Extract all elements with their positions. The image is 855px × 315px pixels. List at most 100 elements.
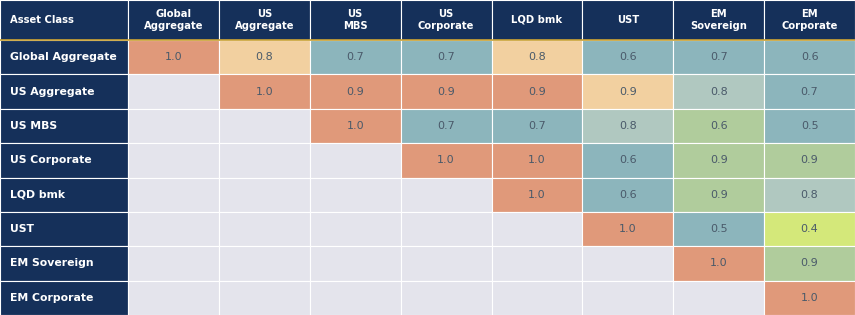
Bar	[219, 40, 310, 74]
Text: US
Corporate: US Corporate	[418, 9, 475, 31]
Bar	[582, 0, 673, 40]
Bar	[128, 40, 219, 74]
Bar	[0, 143, 128, 177]
Bar	[128, 0, 219, 40]
Bar	[492, 74, 582, 109]
Bar	[219, 281, 310, 315]
Bar	[492, 281, 582, 315]
Bar	[310, 109, 401, 143]
Text: 0.8: 0.8	[256, 52, 274, 62]
Text: 0.5: 0.5	[710, 224, 728, 234]
Bar	[764, 177, 855, 212]
Text: EM Corporate: EM Corporate	[10, 293, 93, 303]
Bar	[764, 40, 855, 74]
Text: 0.7: 0.7	[437, 52, 455, 62]
Text: US
MBS: US MBS	[343, 9, 368, 31]
Bar	[310, 143, 401, 177]
Bar	[673, 246, 764, 281]
Bar	[401, 281, 492, 315]
Bar	[219, 143, 310, 177]
Bar	[0, 177, 128, 212]
Bar	[310, 281, 401, 315]
Bar	[219, 246, 310, 281]
Text: LQD bmk: LQD bmk	[10, 190, 65, 200]
Bar	[492, 40, 582, 74]
Text: 0.8: 0.8	[710, 87, 728, 97]
Text: 0.9: 0.9	[528, 87, 545, 97]
Text: 0.9: 0.9	[437, 87, 455, 97]
Bar	[764, 281, 855, 315]
Bar	[219, 212, 310, 246]
Bar	[310, 0, 401, 40]
Bar	[673, 109, 764, 143]
Bar	[582, 143, 673, 177]
Text: 0.8: 0.8	[800, 190, 818, 200]
Bar	[0, 281, 128, 315]
Bar	[401, 177, 492, 212]
Text: LQD bmk: LQD bmk	[511, 15, 563, 25]
Text: 0.9: 0.9	[800, 258, 818, 268]
Bar	[582, 246, 673, 281]
Bar	[401, 40, 492, 74]
Text: Global
Aggregate: Global Aggregate	[144, 9, 203, 31]
Bar	[219, 177, 310, 212]
Bar	[764, 109, 855, 143]
Text: EM Sovereign: EM Sovereign	[10, 258, 94, 268]
Bar	[582, 74, 673, 109]
Bar	[0, 0, 128, 40]
Bar	[128, 212, 219, 246]
Text: 0.6: 0.6	[619, 155, 637, 165]
Bar	[582, 40, 673, 74]
Text: 1.0: 1.0	[528, 155, 545, 165]
Text: Global Aggregate: Global Aggregate	[10, 52, 117, 62]
Text: 1.0: 1.0	[619, 224, 637, 234]
Bar	[219, 74, 310, 109]
Text: EM
Corporate: EM Corporate	[781, 9, 838, 31]
Text: 0.6: 0.6	[619, 190, 637, 200]
Text: US Aggregate: US Aggregate	[10, 87, 95, 97]
Bar	[310, 246, 401, 281]
Text: 0.7: 0.7	[528, 121, 545, 131]
Text: 1.0: 1.0	[710, 258, 728, 268]
Bar	[492, 212, 582, 246]
Text: 0.7: 0.7	[710, 52, 728, 62]
Bar	[673, 177, 764, 212]
Bar	[492, 177, 582, 212]
Text: UST: UST	[10, 224, 34, 234]
Bar	[128, 281, 219, 315]
Bar	[764, 143, 855, 177]
Bar	[582, 212, 673, 246]
Bar	[492, 0, 582, 40]
Bar	[0, 246, 128, 281]
Text: 0.6: 0.6	[710, 121, 728, 131]
Text: 0.9: 0.9	[346, 87, 364, 97]
Bar	[673, 212, 764, 246]
Text: 0.6: 0.6	[801, 52, 818, 62]
Text: 0.8: 0.8	[528, 52, 545, 62]
Bar	[673, 0, 764, 40]
Bar	[310, 40, 401, 74]
Bar	[764, 0, 855, 40]
Bar	[401, 246, 492, 281]
Bar	[401, 143, 492, 177]
Bar	[582, 177, 673, 212]
Bar	[582, 281, 673, 315]
Bar	[401, 74, 492, 109]
Text: 0.7: 0.7	[437, 121, 455, 131]
Bar	[673, 143, 764, 177]
Bar	[673, 74, 764, 109]
Bar	[128, 74, 219, 109]
Bar	[0, 212, 128, 246]
Text: US MBS: US MBS	[10, 121, 57, 131]
Text: 1.0: 1.0	[256, 87, 273, 97]
Bar	[764, 246, 855, 281]
Text: 1.0: 1.0	[437, 155, 455, 165]
Bar	[401, 0, 492, 40]
Text: 0.9: 0.9	[619, 87, 637, 97]
Text: 1.0: 1.0	[346, 121, 364, 131]
Text: 0.7: 0.7	[346, 52, 364, 62]
Bar	[401, 212, 492, 246]
Bar	[128, 177, 219, 212]
Text: US Corporate: US Corporate	[10, 155, 91, 165]
Text: 0.9: 0.9	[710, 155, 728, 165]
